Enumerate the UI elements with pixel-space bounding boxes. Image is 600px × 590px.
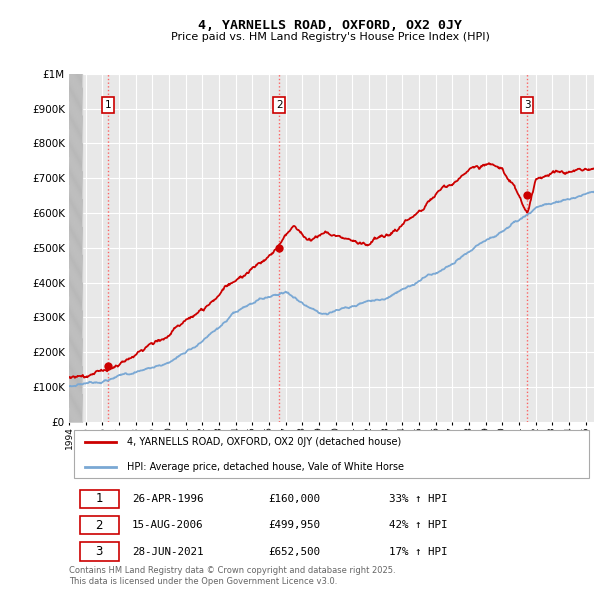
- Text: Price paid vs. HM Land Registry's House Price Index (HPI): Price paid vs. HM Land Registry's House …: [170, 32, 490, 42]
- Text: 3: 3: [95, 545, 103, 558]
- Text: 33% ↑ HPI: 33% ↑ HPI: [389, 494, 448, 504]
- Text: 2: 2: [276, 100, 283, 110]
- Text: 28-JUN-2021: 28-JUN-2021: [132, 546, 203, 556]
- Text: HPI: Average price, detached house, Vale of White Horse: HPI: Average price, detached house, Vale…: [127, 461, 404, 471]
- Text: £160,000: £160,000: [269, 494, 320, 504]
- Text: £652,500: £652,500: [269, 546, 320, 556]
- Text: £499,950: £499,950: [269, 520, 320, 530]
- Text: 26-APR-1996: 26-APR-1996: [132, 494, 203, 504]
- FancyBboxPatch shape: [79, 542, 119, 560]
- Text: 4, YARNELLS ROAD, OXFORD, OX2 0JY (detached house): 4, YARNELLS ROAD, OXFORD, OX2 0JY (detac…: [127, 437, 401, 447]
- Text: 15-AUG-2006: 15-AUG-2006: [132, 520, 203, 530]
- Text: 1: 1: [104, 100, 111, 110]
- Text: 3: 3: [524, 100, 530, 110]
- Text: Contains HM Land Registry data © Crown copyright and database right 2025.
This d: Contains HM Land Registry data © Crown c…: [69, 566, 395, 586]
- FancyBboxPatch shape: [79, 490, 119, 508]
- Text: 2: 2: [95, 519, 103, 532]
- Text: 42% ↑ HPI: 42% ↑ HPI: [389, 520, 448, 530]
- Text: 4, YARNELLS ROAD, OXFORD, OX2 0JY: 4, YARNELLS ROAD, OXFORD, OX2 0JY: [198, 19, 462, 32]
- Text: 17% ↑ HPI: 17% ↑ HPI: [389, 546, 448, 556]
- Text: 1: 1: [95, 492, 103, 505]
- FancyBboxPatch shape: [79, 516, 119, 534]
- FancyBboxPatch shape: [74, 431, 589, 478]
